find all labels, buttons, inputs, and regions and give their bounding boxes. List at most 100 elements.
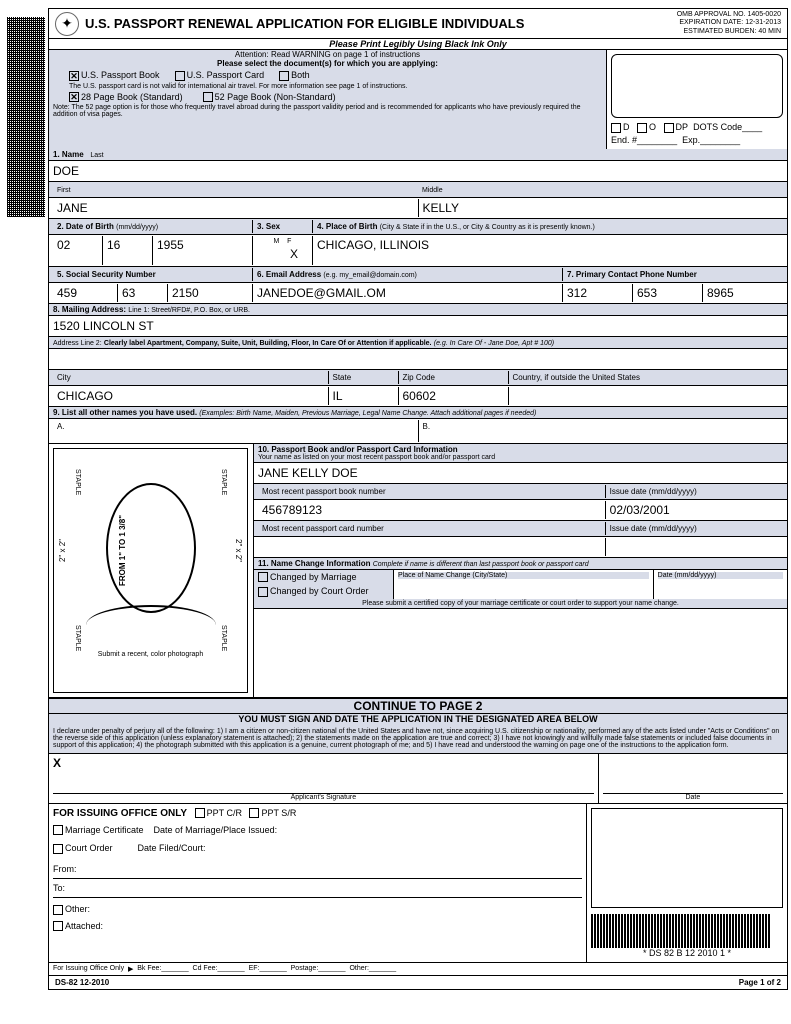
addr-line1[interactable]: 1520 LINCOLN ST bbox=[53, 317, 783, 335]
addr-line2[interactable] bbox=[53, 350, 783, 368]
email-value[interactable]: JANEDOE@GMAIL.OM bbox=[253, 284, 563, 302]
d-checkbox[interactable] bbox=[611, 123, 621, 133]
phone-a[interactable]: 312 bbox=[563, 284, 633, 302]
s11-hint: Complete if name is different than last … bbox=[373, 561, 589, 568]
ssn-c[interactable]: 2150 bbox=[168, 284, 253, 302]
phone-c[interactable]: 8965 bbox=[703, 284, 783, 302]
dob-dd[interactable]: 16 bbox=[103, 236, 153, 265]
photo-dim-left: 2" x 2" bbox=[58, 539, 67, 562]
place-value[interactable] bbox=[398, 579, 649, 597]
barcode-text: * DS 82 B 12 2010 1 * bbox=[591, 948, 783, 958]
change-date-value[interactable] bbox=[658, 579, 783, 597]
pob-label: 4. Place of Birth bbox=[317, 222, 377, 231]
footer: DS-82 12-2010 Page 1 of 2 bbox=[49, 975, 787, 989]
change-date-label: Date (mm/dd/yyyy) bbox=[658, 572, 783, 579]
country-label: Country, if outside the United States bbox=[509, 371, 784, 384]
dob-yy[interactable]: 1955 bbox=[153, 236, 253, 265]
last-name-value[interactable]: DOE bbox=[53, 162, 783, 180]
dp-label: DP bbox=[676, 122, 689, 132]
photo-from: FROM 1" TO 1 3/8" bbox=[118, 515, 127, 586]
state-label: State bbox=[329, 371, 399, 384]
marriage-label: Changed by Marriage bbox=[270, 572, 357, 582]
ssn-label: 5. Social Security Number bbox=[57, 270, 156, 279]
staple-tl: STAPLE bbox=[74, 469, 81, 495]
middle-name-value[interactable]: KELLY bbox=[419, 199, 784, 217]
date-line[interactable] bbox=[603, 770, 783, 794]
o-checkbox[interactable] bbox=[637, 123, 647, 133]
photo-dim-right: 2" x 2" bbox=[234, 539, 243, 562]
ssn-b[interactable]: 63 bbox=[118, 284, 168, 302]
other-label: Other: bbox=[65, 904, 90, 914]
staple-tr: STAPLE bbox=[220, 469, 227, 495]
zip-value[interactable]: 60602 bbox=[399, 387, 509, 405]
zip-label: Zip Code bbox=[399, 371, 509, 384]
pob-value[interactable]: CHICAGO, ILLINOIS bbox=[313, 236, 783, 265]
card-note: The U.S. passport card is not valid for … bbox=[49, 83, 606, 90]
dob-mm[interactable]: 02 bbox=[53, 236, 103, 265]
cert-note: Please submit a certified copy of your m… bbox=[254, 599, 787, 609]
card-issue-label: Issue date (mm/dd/yyyy) bbox=[606, 522, 783, 535]
court-checkbox[interactable] bbox=[258, 587, 268, 597]
phone-label: 7. Primary Contact Phone Number bbox=[567, 270, 697, 279]
passport-name[interactable]: JANE KELLY DOE bbox=[258, 464, 783, 482]
name-label: 1. Name bbox=[53, 150, 84, 159]
exp-label: Exp. bbox=[682, 135, 700, 145]
sig-label: Applicant's Signature bbox=[53, 794, 594, 801]
sig-x: X bbox=[53, 756, 594, 770]
sex-m: M bbox=[274, 238, 280, 245]
doc-select-row: Attention: Read WARNING on page 1 of ins… bbox=[49, 50, 787, 149]
continue-bar: CONTINUE TO PAGE 2 bbox=[49, 698, 787, 714]
country-value[interactable] bbox=[509, 387, 784, 405]
photo-submit: Submit a recent, color photograph bbox=[98, 651, 203, 658]
court-order-label: Court Order bbox=[65, 843, 113, 853]
s11-label: 11. Name Change Information bbox=[258, 559, 370, 568]
sex-value[interactable]: X bbox=[257, 245, 308, 263]
expiration-date: EXPIRATION DATE: 12-31-2013 bbox=[677, 19, 781, 27]
issue-date[interactable]: 02/03/2001 bbox=[606, 501, 783, 519]
52page-checkbox[interactable] bbox=[203, 92, 213, 102]
mailing-label: 8. Mailing Address: bbox=[53, 305, 126, 314]
dp-checkbox[interactable] bbox=[664, 123, 674, 133]
other-fee: Other: bbox=[349, 965, 368, 973]
subtitle: Please Print Legibly Using Black Ink Onl… bbox=[49, 39, 787, 50]
header: ✦ U.S. PASSPORT RENEWAL APPLICATION FOR … bbox=[49, 9, 787, 39]
city-value[interactable]: CHICAGO bbox=[53, 387, 329, 405]
passport-card-checkbox[interactable] bbox=[175, 71, 185, 81]
end-label: End. # bbox=[611, 135, 637, 145]
d-label: D bbox=[623, 122, 630, 132]
book-num-label: Most recent passport book number bbox=[258, 485, 606, 498]
pptsr-checkbox[interactable] bbox=[249, 808, 259, 818]
ssn-a[interactable]: 459 bbox=[53, 284, 118, 302]
attached-checkbox[interactable] bbox=[53, 921, 63, 931]
marriage-cert-checkbox[interactable] bbox=[53, 825, 63, 835]
other-names-label: 9. List all other names you have used. bbox=[53, 408, 197, 417]
52page-note: Note: The 52 page option is for those wh… bbox=[49, 104, 606, 120]
card-issue-date[interactable] bbox=[606, 538, 783, 556]
card-num-label: Most recent passport card number bbox=[258, 522, 606, 535]
opt-both: Both bbox=[291, 70, 310, 80]
passport-book-checkbox[interactable] bbox=[69, 71, 79, 81]
opt-52page: 52 Page Book (Non-Standard) bbox=[215, 92, 336, 102]
opt-passport-book: U.S. Passport Book bbox=[81, 70, 160, 80]
marriage-cert-label: Marriage Certificate bbox=[65, 825, 144, 835]
issue-date-label: Issue date (mm/dd/yyyy) bbox=[606, 485, 783, 498]
state-value[interactable]: IL bbox=[329, 387, 399, 405]
section-1-name: 1. Name Last bbox=[49, 149, 787, 161]
court-date-label: Date Filed/Court: bbox=[138, 843, 206, 853]
28page-checkbox[interactable] bbox=[69, 92, 79, 102]
ef-fee: EF: bbox=[249, 965, 260, 973]
first-name-value[interactable]: JANE bbox=[53, 199, 419, 217]
other-checkbox[interactable] bbox=[53, 905, 63, 915]
signature-line[interactable] bbox=[53, 770, 594, 794]
to-label: To: bbox=[53, 883, 582, 898]
card-num[interactable] bbox=[258, 538, 606, 556]
court-order-checkbox[interactable] bbox=[53, 844, 63, 854]
phone-b[interactable]: 653 bbox=[633, 284, 703, 302]
book-num[interactable]: 456789123 bbox=[258, 501, 606, 519]
date-label: Date bbox=[603, 794, 783, 801]
both-checkbox[interactable] bbox=[279, 71, 289, 81]
pptcr-label: PPT C/R bbox=[207, 808, 242, 818]
marriage-checkbox[interactable] bbox=[258, 572, 268, 582]
other-names-hint: (Examples: Birth Name, Maiden, Previous … bbox=[199, 410, 536, 417]
pptcr-checkbox[interactable] bbox=[195, 808, 205, 818]
